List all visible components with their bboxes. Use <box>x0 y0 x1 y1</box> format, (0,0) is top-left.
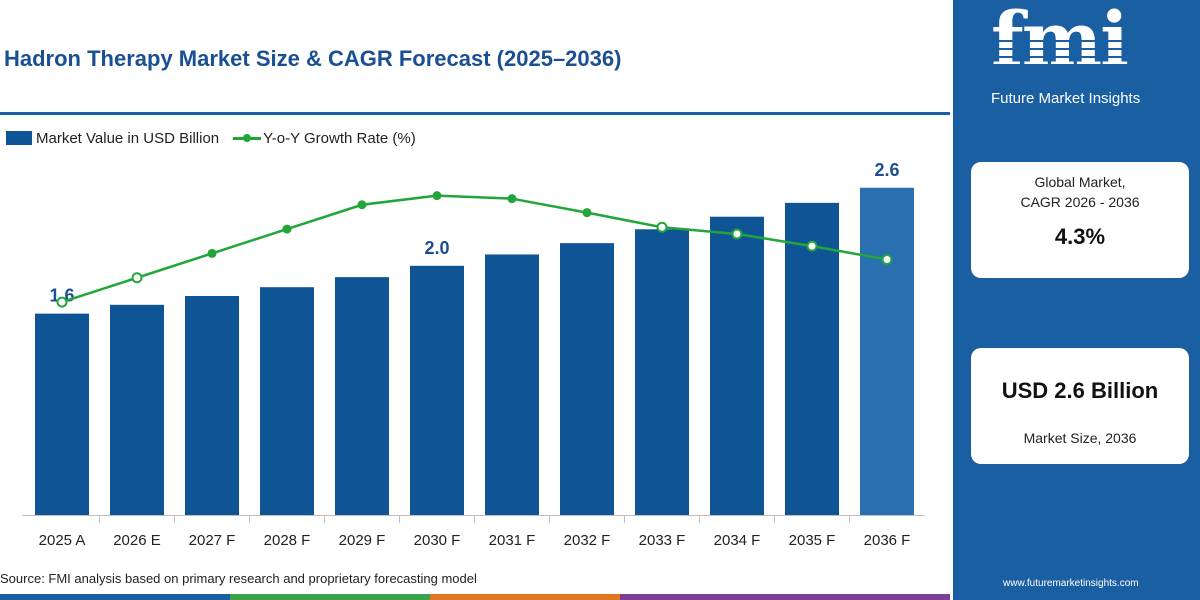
x-tick-label: 2028 F <box>264 532 311 549</box>
growth-rate-point <box>881 254 893 265</box>
source-note: Source: FMI analysis based on primary re… <box>0 571 477 586</box>
growth-rate-point <box>432 191 442 201</box>
legend-bar-label: Market Value in USD Billion <box>36 129 220 147</box>
growth-rate-point <box>507 194 517 204</box>
bar-data-label: 2.0 <box>424 238 449 258</box>
chart-legend: Market Value in USD Billion Y-o-Y Growth… <box>6 127 416 149</box>
x-tick-label: 2034 F <box>714 532 761 549</box>
x-tick-label: 2030 F <box>414 532 461 549</box>
footer-stripe-orange <box>430 594 620 600</box>
summary-sidebar: fmi Future Market Insights Global Market… <box>953 0 1200 600</box>
bar-2025-a <box>35 313 89 515</box>
growth-rate-point <box>357 200 367 210</box>
footer-stripe-green <box>230 594 430 600</box>
growth-rate-point <box>207 248 217 258</box>
title-divider <box>0 112 950 115</box>
bar-2035-f <box>785 202 839 515</box>
x-tick-label: 2025 A <box>39 532 86 549</box>
x-tick-label: 2026 E <box>113 532 161 549</box>
cagr-label-line1: Global Market, <box>1034 174 1126 190</box>
cagr-card: Global Market, CAGR 2026 - 2036 4.3% <box>971 162 1189 278</box>
growth-rate-point <box>731 228 743 240</box>
bar-2027-f <box>185 296 239 515</box>
chart-panel: Hadron Therapy Market Size & CAGR Foreca… <box>0 46 950 600</box>
legend-line-label: Y-o-Y Growth Rate (%) <box>263 129 416 147</box>
bar-2036-f <box>860 187 914 516</box>
bar-2033-f <box>635 229 689 516</box>
growth-rate-point <box>131 272 143 284</box>
bar-data-label: 2.6 <box>874 160 899 180</box>
cagr-card-label: Global Market, CAGR 2026 - 2036 <box>971 172 1189 212</box>
bar-line-chart: 2025 A 2026 E 2027 F 2028 F 2029 F 2030 F 2031… <box>22 160 925 549</box>
x-tick-label: 2031 F <box>489 532 536 549</box>
logo-stripe-overlay <box>989 34 1169 84</box>
bar-2028-f <box>260 287 314 515</box>
x-tick-label: 2027 F <box>189 532 236 549</box>
bar-2034-f <box>710 216 764 515</box>
website-link[interactable]: www.futuremarketinsights.com <box>1003 578 1139 589</box>
logo-subtitle: Future Market Insights <box>991 90 1141 107</box>
footer-stripe-purple <box>620 594 950 600</box>
bar-2029-f <box>335 277 389 515</box>
growth-rate-line <box>61 194 888 304</box>
cagr-label-line2: CAGR 2026 - 2036 <box>1020 194 1140 210</box>
market-size-value: USD 2.6 Billion <box>1001 378 1159 403</box>
growth-rate-point <box>806 240 818 252</box>
growth-rate-point <box>656 221 668 233</box>
x-tick-label: 2033 F <box>639 532 686 549</box>
x-tick-label: 2036 F <box>864 532 911 549</box>
x-tick-label: 2032 F <box>564 532 611 549</box>
chart-title: Hadron Therapy Market Size & CAGR Foreca… <box>4 46 622 71</box>
legend-line-swatch <box>233 131 262 145</box>
market-size-card: USD 2.6 Billion Market Size, 2036 <box>971 348 1189 464</box>
bar-2030-f <box>410 265 464 515</box>
x-tick-label: 2029 F <box>339 532 386 549</box>
legend-bar-swatch <box>6 131 32 145</box>
cagr-value: 4.3% <box>1054 224 1106 249</box>
bar-2026-e <box>110 304 164 515</box>
bar-2032-f <box>560 243 614 515</box>
market-size-label: Market Size, 2036 <box>1023 430 1137 446</box>
footer-stripe-blue <box>0 594 230 600</box>
x-tick-label: 2035 F <box>789 532 836 549</box>
growth-rate-point <box>582 208 592 218</box>
growth-rate-point <box>282 224 292 234</box>
bar-2031-f <box>485 254 539 515</box>
growth-rate-point <box>56 296 68 308</box>
